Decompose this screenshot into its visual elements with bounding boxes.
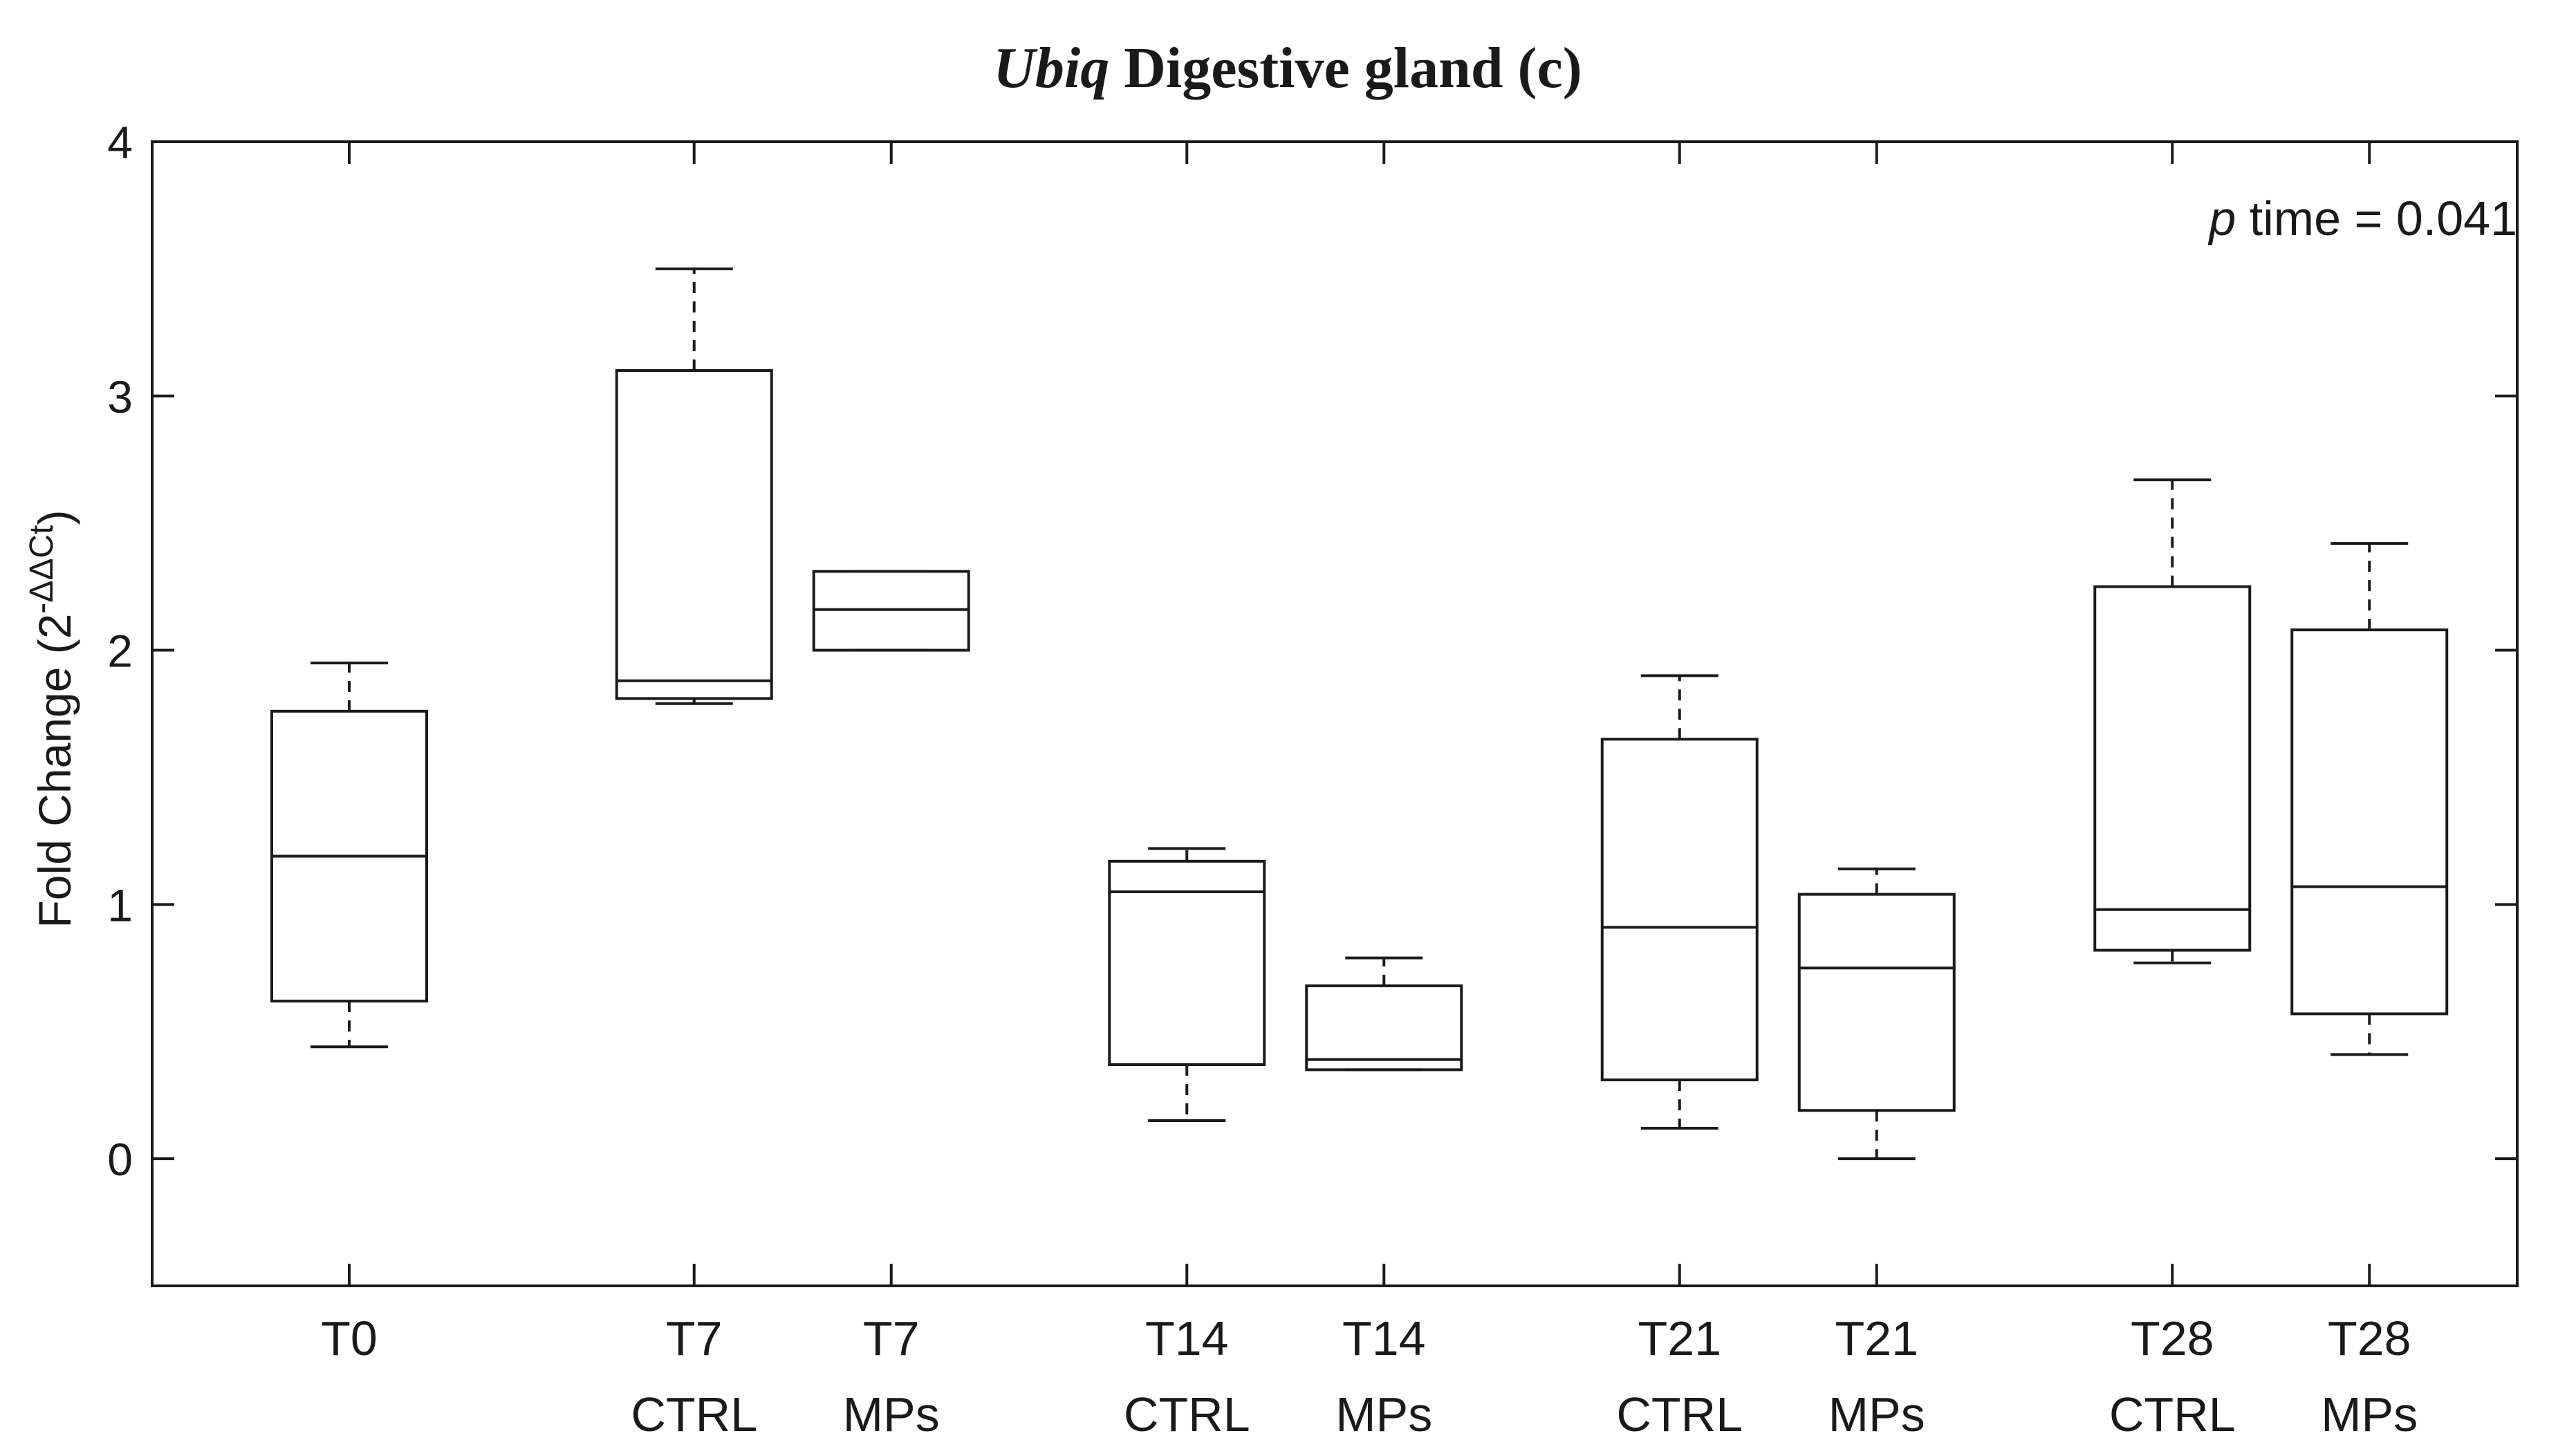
box-series	[270, 267, 2449, 1161]
x-tick-label-line2: MPs	[1828, 1387, 1925, 1441]
x-tick-label-line1: T21	[1835, 1311, 1918, 1365]
x-tick-label-line2: CTRL	[2109, 1387, 2236, 1441]
y-tick-label: 0	[107, 1134, 133, 1185]
x-tick-label-line2: MPs	[843, 1387, 940, 1441]
x-tick-label-line1: T21	[1638, 1311, 1721, 1365]
iqr-box	[615, 369, 773, 700]
y-axis-label-close: )	[29, 510, 80, 525]
x-tick-label-line2: CTRL	[1124, 1387, 1250, 1441]
y-axis-label-superscript: -ΔΔCt	[24, 525, 60, 613]
box-t14-ctrl	[1108, 847, 1266, 1122]
y-axis-label: Fold Change (2-ΔΔCt)	[24, 510, 80, 928]
x-tick-label-line1: T7	[863, 1311, 920, 1365]
iqr-box	[1600, 738, 1759, 1082]
x-tick-label-line2: MPs	[2321, 1387, 2418, 1441]
y-tick-label: 2	[107, 626, 133, 677]
iqr-box	[1797, 892, 1956, 1112]
x-tick-label-line1: T0	[321, 1311, 378, 1365]
plot-frame	[151, 140, 2519, 1287]
iqr-box	[2290, 628, 2449, 1016]
p-value-text: time = 0.041	[2236, 191, 2517, 245]
x-tick-label-line1: T14	[1342, 1311, 1426, 1365]
x-tick-label-line1: T7	[666, 1311, 723, 1365]
x-tick-label-line1: T14	[1145, 1311, 1229, 1365]
box-t14-mps	[1305, 956, 1463, 1072]
box-t28-mps	[2290, 542, 2449, 1056]
y-tick-label: 1	[107, 879, 133, 931]
y-tick-label: 4	[107, 117, 133, 168]
chart-title: Ubiq Digestive gland (c)	[993, 36, 1582, 100]
y-tick-label: 3	[107, 371, 133, 422]
iqr-box	[1108, 859, 1266, 1067]
x-tick-label-line1: T28	[2328, 1311, 2411, 1365]
x-tick-label-line1: T28	[2131, 1311, 2214, 1365]
x-tick-label-line2: CTRL	[631, 1387, 757, 1441]
box-t7-mps	[812, 570, 970, 652]
chart-title-gene: Ubiq	[993, 36, 1109, 100]
box-t21-ctrl	[1600, 674, 1759, 1130]
box-t7-ctrl	[615, 267, 773, 705]
y-axis-ticks: 0 1 2 3 4	[107, 117, 2517, 1185]
x-axis-ticks: T0 T7 CTRL T7 MPs T14 CTRL T14 MPs T21 CTRL T21 MPs T…	[321, 142, 2418, 1441]
x-tick-label-line2: CTRL	[1616, 1387, 1743, 1441]
p-value-annotation: p time = 0.041	[2207, 191, 2517, 245]
p-value-italic: p	[2207, 191, 2236, 245]
box-t21-mps	[1797, 867, 1956, 1161]
iqr-box	[2093, 585, 2252, 952]
box-t28-ctrl	[2093, 478, 2252, 964]
x-tick-label-line2: MPs	[1335, 1387, 1432, 1441]
box-t0	[270, 661, 428, 1049]
chart-title-rest: Digestive gland (c)	[1109, 36, 1582, 100]
y-axis-label-main: Fold Change (2	[29, 614, 80, 928]
iqr-box	[1305, 984, 1463, 1072]
